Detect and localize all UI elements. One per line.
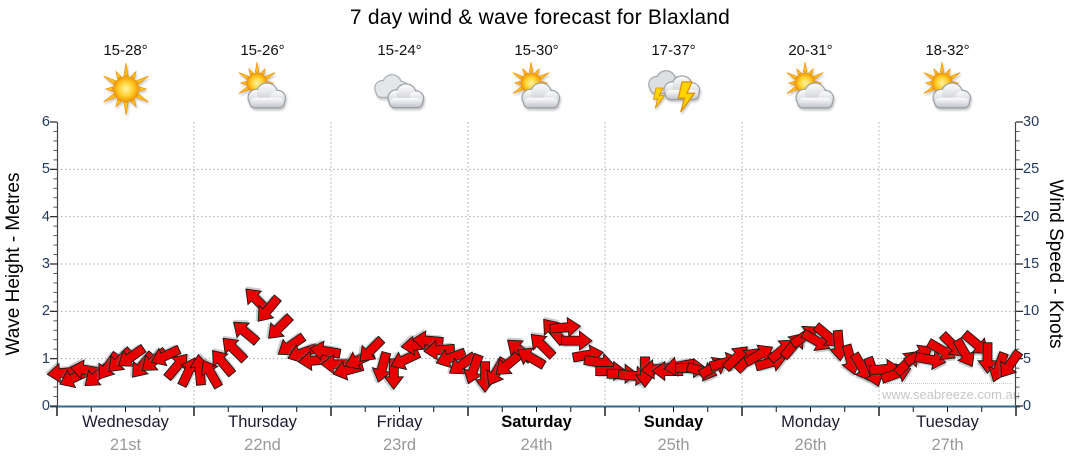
wave-height-tick-label: 6 <box>41 114 50 130</box>
wind-arrow <box>212 348 237 378</box>
day-header: 15-26° <box>194 42 331 118</box>
wind-arrow <box>382 358 405 392</box>
wind-speed-tick-label: 25 <box>1023 161 1040 178</box>
day-footer: Thursday 22nd <box>194 413 331 455</box>
day-header: 15-24° <box>331 42 468 118</box>
day-name: Sunday <box>643 413 704 431</box>
day-date: 21st <box>109 436 142 454</box>
day-date: 27th <box>931 436 964 454</box>
wind-arrow <box>266 312 295 339</box>
day-date: 26th <box>794 436 827 454</box>
wind-arrow <box>357 335 386 362</box>
partly-cloudy-icon <box>505 61 569 118</box>
day-name: Wednesday <box>82 413 169 431</box>
wind-arrow <box>493 350 524 375</box>
wind-arrow <box>232 319 261 346</box>
day-header: 20-31° <box>742 42 879 118</box>
wind-arrow <box>149 344 182 367</box>
day-temp-range: 15-30° <box>514 42 559 59</box>
day-temp-range: 17-37° <box>651 42 696 59</box>
partly-cloudy-icon <box>231 61 295 118</box>
day-temp-range: 20-31° <box>788 42 833 59</box>
wind-arrow <box>549 316 583 339</box>
day-date: 22nd <box>244 436 281 454</box>
day-temp-range: 15-26° <box>240 42 285 59</box>
day-header: 15-28° <box>57 42 194 118</box>
chart-title: 7 day wind & wave forecast for Blaxland <box>349 6 731 29</box>
wind-arrows-layer <box>45 286 1024 395</box>
wind-speed-tick-label: 10 <box>1023 303 1040 320</box>
day-footer: Friday 23rd <box>331 413 468 455</box>
day-date: 25th <box>657 436 690 454</box>
wind-arrow <box>800 328 831 353</box>
day-footer: Saturday 24th <box>468 413 605 455</box>
storm-icon <box>642 62 706 118</box>
day-header: 18-32° <box>879 42 1016 118</box>
wave-height-tick-label: 1 <box>41 350 50 367</box>
wind-arrow <box>516 345 547 370</box>
wind-arrow <box>200 357 224 390</box>
wind-arrow <box>914 349 948 372</box>
day-footer: Tuesday 27th <box>879 413 1016 455</box>
wind-arrow <box>255 294 282 322</box>
wind-arrow <box>952 337 975 369</box>
wind-arrow <box>275 332 307 356</box>
sunny-icon <box>94 62 158 118</box>
wind-speed-tick-label: 0 <box>1023 398 1032 414</box>
wind-arrow <box>447 351 478 375</box>
wave-height-tick-label: 2 <box>41 303 50 320</box>
wind-arrow <box>115 343 147 367</box>
day-name: Monday <box>781 413 840 431</box>
wind-arrow <box>561 330 594 352</box>
day-name: Friday <box>376 413 423 431</box>
day-footer: Wednesday 21st <box>57 413 194 455</box>
wind-arrow <box>530 331 557 360</box>
wind-speed-tick-label: 30 <box>1023 114 1040 130</box>
day-name: Tuesday <box>916 413 979 431</box>
wave-height-tick-label: 0 <box>41 398 50 414</box>
wind-arrow <box>370 350 392 384</box>
day-header: 17-37° <box>605 42 742 118</box>
day-temp-range: 15-28° <box>103 42 148 59</box>
wave-height-tick-label: 4 <box>41 208 50 225</box>
wind-speed-tick-label: 20 <box>1023 208 1040 225</box>
day-temp-range: 18-32° <box>925 42 970 59</box>
wave-height-tick-label: 3 <box>41 256 50 272</box>
day-footer: Sunday 25th <box>605 413 742 455</box>
wind-speed-tick-label: 5 <box>1023 350 1032 367</box>
wind-arrow <box>461 352 484 385</box>
wind-speed-tick-label: 15 <box>1023 256 1040 272</box>
wave-height-tick-label: 5 <box>41 161 50 178</box>
wind-arrow <box>422 339 456 361</box>
partly-cloudy-icon <box>916 61 980 118</box>
wind-arrow <box>434 347 468 369</box>
day-name: Saturday <box>501 413 572 431</box>
wind-arrow <box>222 335 249 364</box>
partly-cloudy-icon <box>779 61 843 118</box>
wind-arrow <box>840 343 862 377</box>
day-temp-range: 15-24° <box>377 42 422 59</box>
day-date: 23rd <box>382 436 417 454</box>
day-date: 24th <box>520 436 553 454</box>
day-footer: Monday 26th <box>742 413 879 455</box>
cloudy-icon <box>368 62 432 118</box>
wind-arrow <box>960 329 989 356</box>
day-name: Thursday <box>228 413 297 431</box>
wind-arrow <box>998 348 1024 378</box>
day-header: 15-30° <box>468 42 605 118</box>
watermark: www.seabreeze.com.au <box>882 383 1020 402</box>
